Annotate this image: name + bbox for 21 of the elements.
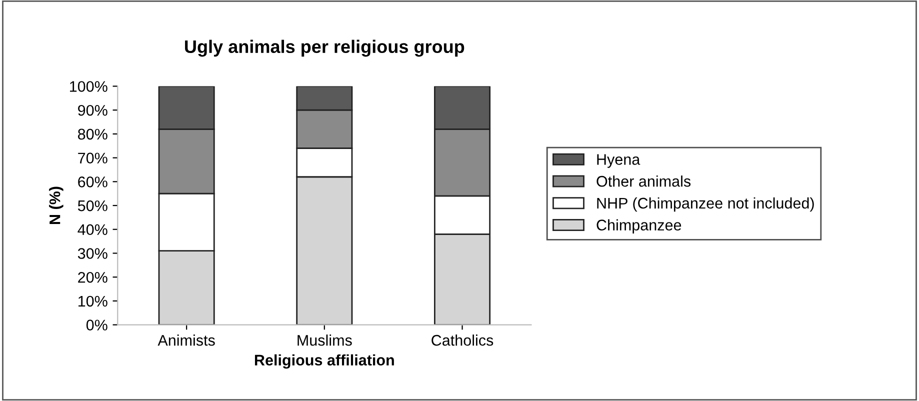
x-tick-label: Muslims [298, 334, 352, 346]
y-tick-label: 90% [78, 104, 108, 116]
y-tick-label: 80% [78, 128, 108, 140]
y-tick-label: 40% [78, 224, 108, 236]
legend-label: NHP (Chimpanzee not included) [597, 197, 814, 212]
x-tick-label: Catholics [432, 334, 494, 346]
y-tick-label: 0% [86, 320, 108, 330]
y-tick-label: 20% [78, 272, 108, 283]
y-tick-label: 70% [78, 152, 108, 164]
x-tick-label: Animists [158, 334, 215, 346]
y-tick-label: 50% [78, 200, 108, 212]
chart-title: Ugly animals per religious group [185, 40, 464, 57]
x-axis-title: Religious affiliation [254, 354, 394, 369]
legend-label: Chimpanzee [596, 219, 682, 234]
y-axis-title: N (%) [49, 186, 64, 224]
y-tick-label: 60% [78, 176, 108, 188]
y-tick-label: 100% [70, 81, 108, 92]
y-tick-label: 30% [78, 248, 108, 259]
legend-label: Other animals [596, 176, 691, 187]
legend-label: Hyena [597, 154, 640, 168]
y-tick-label: 10% [78, 296, 108, 307]
